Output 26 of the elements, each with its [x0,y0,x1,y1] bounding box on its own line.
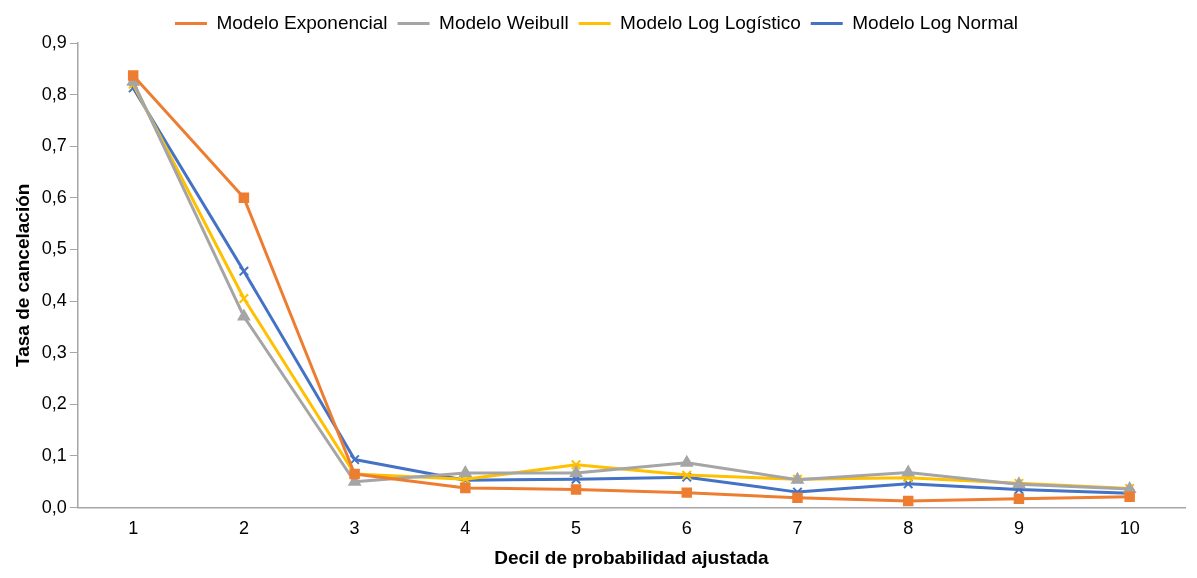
y-tick-label: 0,8 [41,83,67,104]
x-tick-label: 8 [903,518,914,539]
x-tick-label: 2 [238,518,249,539]
y-tick-label: 0,5 [41,238,67,259]
y-tick-label: 0,1 [41,444,67,465]
x-tick-label: 10 [1119,518,1140,539]
legend-label: Modelo Log Normal [852,11,1019,33]
x-tick-label: 1 [128,518,139,539]
y-tick-label: 0,3 [41,341,67,362]
y-tick-label: 0,6 [41,186,67,207]
legend-label: Modelo Exponencial [216,11,388,33]
x-tick-label: 3 [349,518,360,539]
x-tick-label: 6 [681,518,692,539]
y-tick-label: 0,7 [41,135,67,156]
legend-label: Modelo Weibull [439,11,569,33]
x-tick-label: 7 [792,518,803,539]
x-axis-title: Decil de probabilidad ajustada [494,546,770,568]
x-tick-label: 9 [1013,518,1024,539]
y-tick-label: 0,0 [41,496,67,517]
x-tick-label: 4 [460,518,471,539]
legend-label: Modelo Log Logístico [620,11,801,33]
y-axis-title: Tasa de cancelación [11,183,33,367]
y-tick-label: 0,4 [41,290,67,311]
y-tick-label: 0,2 [41,393,67,414]
x-tick-label: 5 [571,518,582,539]
y-tick-label: 0,9 [41,31,67,52]
